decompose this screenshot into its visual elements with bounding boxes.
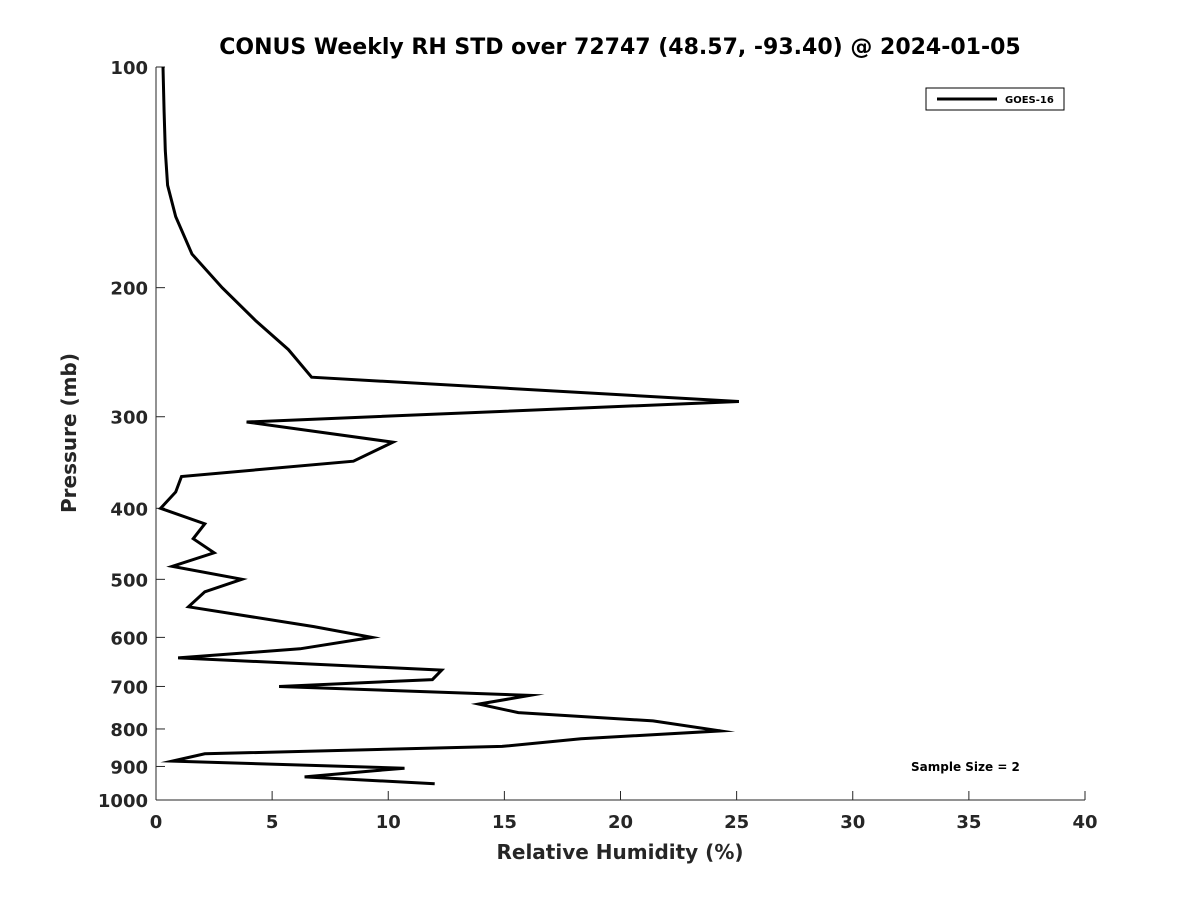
legend-label-goes-16: GOES-16 [1005, 95, 1054, 106]
series-layer [157, 66, 739, 786]
y-tick-label: 900 [110, 757, 148, 778]
x-tick-label: 0 [150, 812, 163, 833]
y-tick-label: 400 [110, 499, 148, 520]
y-tick-label: 300 [110, 408, 148, 429]
y-tick-label: 600 [110, 628, 148, 649]
x-axis-label: Relative Humidity (%) [496, 840, 743, 864]
y-tick-label: 700 [110, 677, 148, 698]
sample-size-annotation: Sample Size = 2 [911, 760, 1020, 774]
x-tick-label: 25 [724, 812, 749, 833]
x-tick-label: 15 [492, 812, 517, 833]
x-tick-label: 5 [266, 812, 279, 833]
x-tick-label: 10 [376, 812, 401, 833]
y-tick-label: 500 [110, 570, 148, 591]
y-tick-label: 800 [110, 720, 148, 741]
x-tick-label: 35 [956, 812, 981, 833]
y-tick-label: 200 [110, 279, 148, 300]
legend: GOES-16 [925, 87, 1065, 111]
ticks: 0 5 10 15 20 25 30 35 40 100 200 300 400 500 600 700 800… [98, 58, 1098, 833]
x-tick-label: 20 [608, 812, 633, 833]
y-tick-label: 1000 [98, 791, 148, 812]
y-tick-label: 100 [110, 58, 148, 79]
series-line-goes-16 [157, 66, 739, 786]
x-tick-label: 40 [1072, 812, 1097, 833]
x-tick-label: 30 [840, 812, 865, 833]
chart-title: CONUS Weekly RH STD over 72747 (48.57, -… [219, 35, 1020, 60]
y-axis-label: Pressure (mb) [57, 353, 81, 513]
